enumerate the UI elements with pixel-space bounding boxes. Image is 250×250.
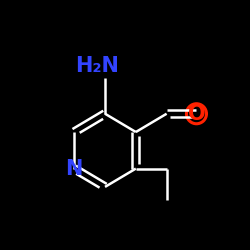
Text: N: N bbox=[66, 158, 83, 178]
Text: H₂N: H₂N bbox=[76, 56, 119, 76]
Text: O: O bbox=[188, 104, 205, 124]
